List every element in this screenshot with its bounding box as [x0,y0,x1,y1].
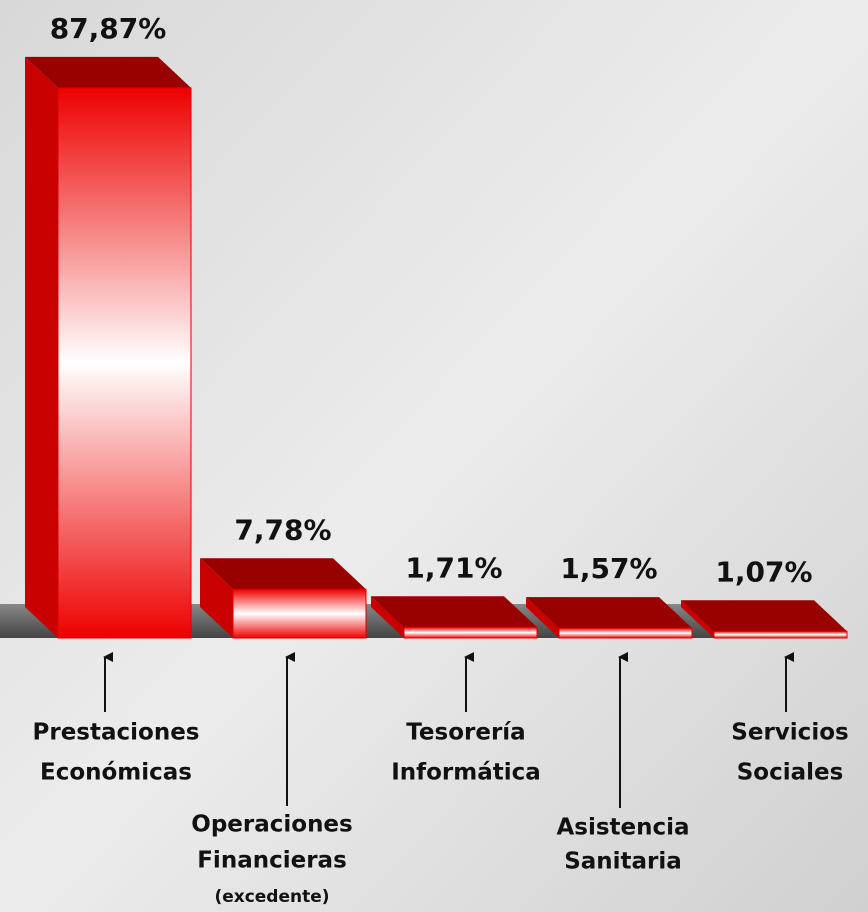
category-label: Financieras [197,848,347,874]
value-label: 7,78% [234,513,331,546]
bar [558,627,693,639]
bar-side [25,56,58,639]
category-label: Tesorería [406,720,525,746]
value-label: 87,87% [50,12,167,45]
bar [403,626,538,639]
bar-side [200,558,233,638]
bar-side [681,600,714,638]
bar-top [25,56,191,88]
bar-top [200,558,366,590]
category-label: Económicas [40,760,192,786]
bar [713,630,848,639]
category-label: Sanitaria [564,849,682,875]
value-label: 1,57% [560,552,657,585]
value-label: 1,71% [405,551,502,584]
bar-side [526,597,559,638]
bar-top [526,597,692,629]
category-label: Asistencia [556,815,689,841]
category-label: (excedente) [214,887,329,907]
category-label: Prestaciones [33,720,200,746]
category-label: Sociales [737,760,844,786]
value-label: 1,07% [715,555,812,588]
bar-top [681,600,847,632]
category-label: Servicios [731,720,848,746]
category-label: Informática [391,760,541,786]
bar [232,588,367,639]
category-label: Operaciones [191,812,352,838]
bar-side [371,596,404,638]
bar-top [371,596,537,628]
bar [57,87,192,639]
